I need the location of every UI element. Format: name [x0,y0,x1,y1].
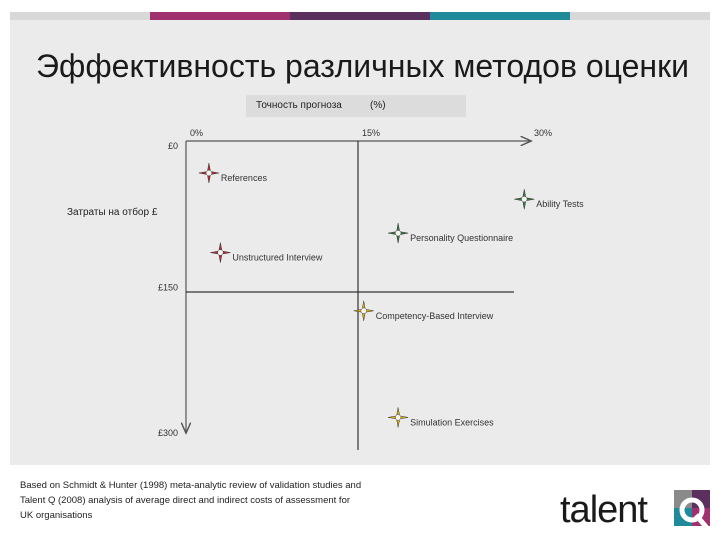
source-note: Based on Schmidt & Hunter (1998) meta-an… [20,480,362,521]
topbar-segment [10,12,150,20]
data-point-label: References [221,173,268,183]
data-point-label: Ability Tests [536,199,584,209]
x-tick-label: 15% [362,128,380,138]
data-point-marker [353,300,374,321]
topbar-segment [290,12,430,20]
y-tick-label: £150 [158,283,178,293]
data-point-marker [514,189,535,210]
data-point-marker [388,223,409,244]
y-axis-label-box [60,204,180,224]
data-point-marker [198,162,219,184]
data-point-marker [388,407,409,428]
y-tick-label: £0 [168,141,178,151]
data-point-marker [210,242,231,263]
top-color-bar [10,12,710,20]
data-point-label: Competency-Based Interview [376,311,494,321]
x-axis-label-box [246,95,466,117]
topbar-segment [150,12,290,20]
data-point-label: Simulation Exercises [410,417,494,427]
logo-wordmark: talent [560,489,648,531]
y-tick-label: £300 [158,428,178,438]
slide-panel [10,20,710,465]
talent-q-logo: talent [560,488,710,532]
x-tick-label: 0% [190,128,203,138]
data-point-label: Unstructured Interview [232,253,323,263]
topbar-segment [430,12,570,20]
x-axis-label: Точность прогноза [256,100,342,111]
x-tick-label: 30% [534,128,552,138]
x-axis-unit: (%) [370,100,386,111]
topbar-segment [570,12,710,20]
slide-title: Эффективность различных методов оценки [36,48,689,84]
data-point-label: Personality Questionnaire [410,233,513,243]
logo-q-mark [674,490,710,530]
y-axis-label: Затраты на отбор £ [67,207,158,218]
